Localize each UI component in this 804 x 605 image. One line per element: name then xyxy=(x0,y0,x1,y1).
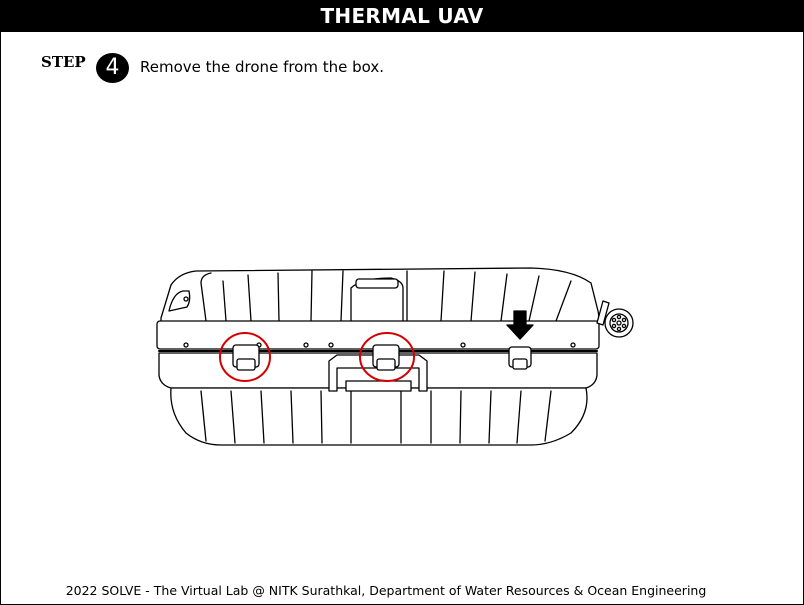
highlight-latch-left xyxy=(219,332,271,382)
case-base xyxy=(170,387,588,446)
latch-left xyxy=(232,344,260,371)
footer-credit: 2022 SOLVE - The Virtual Lab @ NITK Sura… xyxy=(65,583,707,598)
page-title: THERMAL UAV xyxy=(1,1,803,32)
wheel-icon xyxy=(596,300,634,338)
highlight-latch-center xyxy=(359,332,415,382)
top-handle-grip xyxy=(355,278,399,289)
base-ribs xyxy=(200,390,552,444)
lid-corner xyxy=(168,290,191,312)
step-instruction: Remove the drone from the box. xyxy=(140,58,385,76)
latch-center xyxy=(372,344,400,371)
down-arrow-icon xyxy=(506,310,534,340)
step-number-badge: 4 xyxy=(96,53,129,83)
corner-screw xyxy=(183,296,189,302)
latch-right xyxy=(508,346,532,370)
step-label: STEP xyxy=(41,53,86,71)
drone-case-illustration xyxy=(156,267,634,446)
lid-ribs xyxy=(200,270,572,322)
